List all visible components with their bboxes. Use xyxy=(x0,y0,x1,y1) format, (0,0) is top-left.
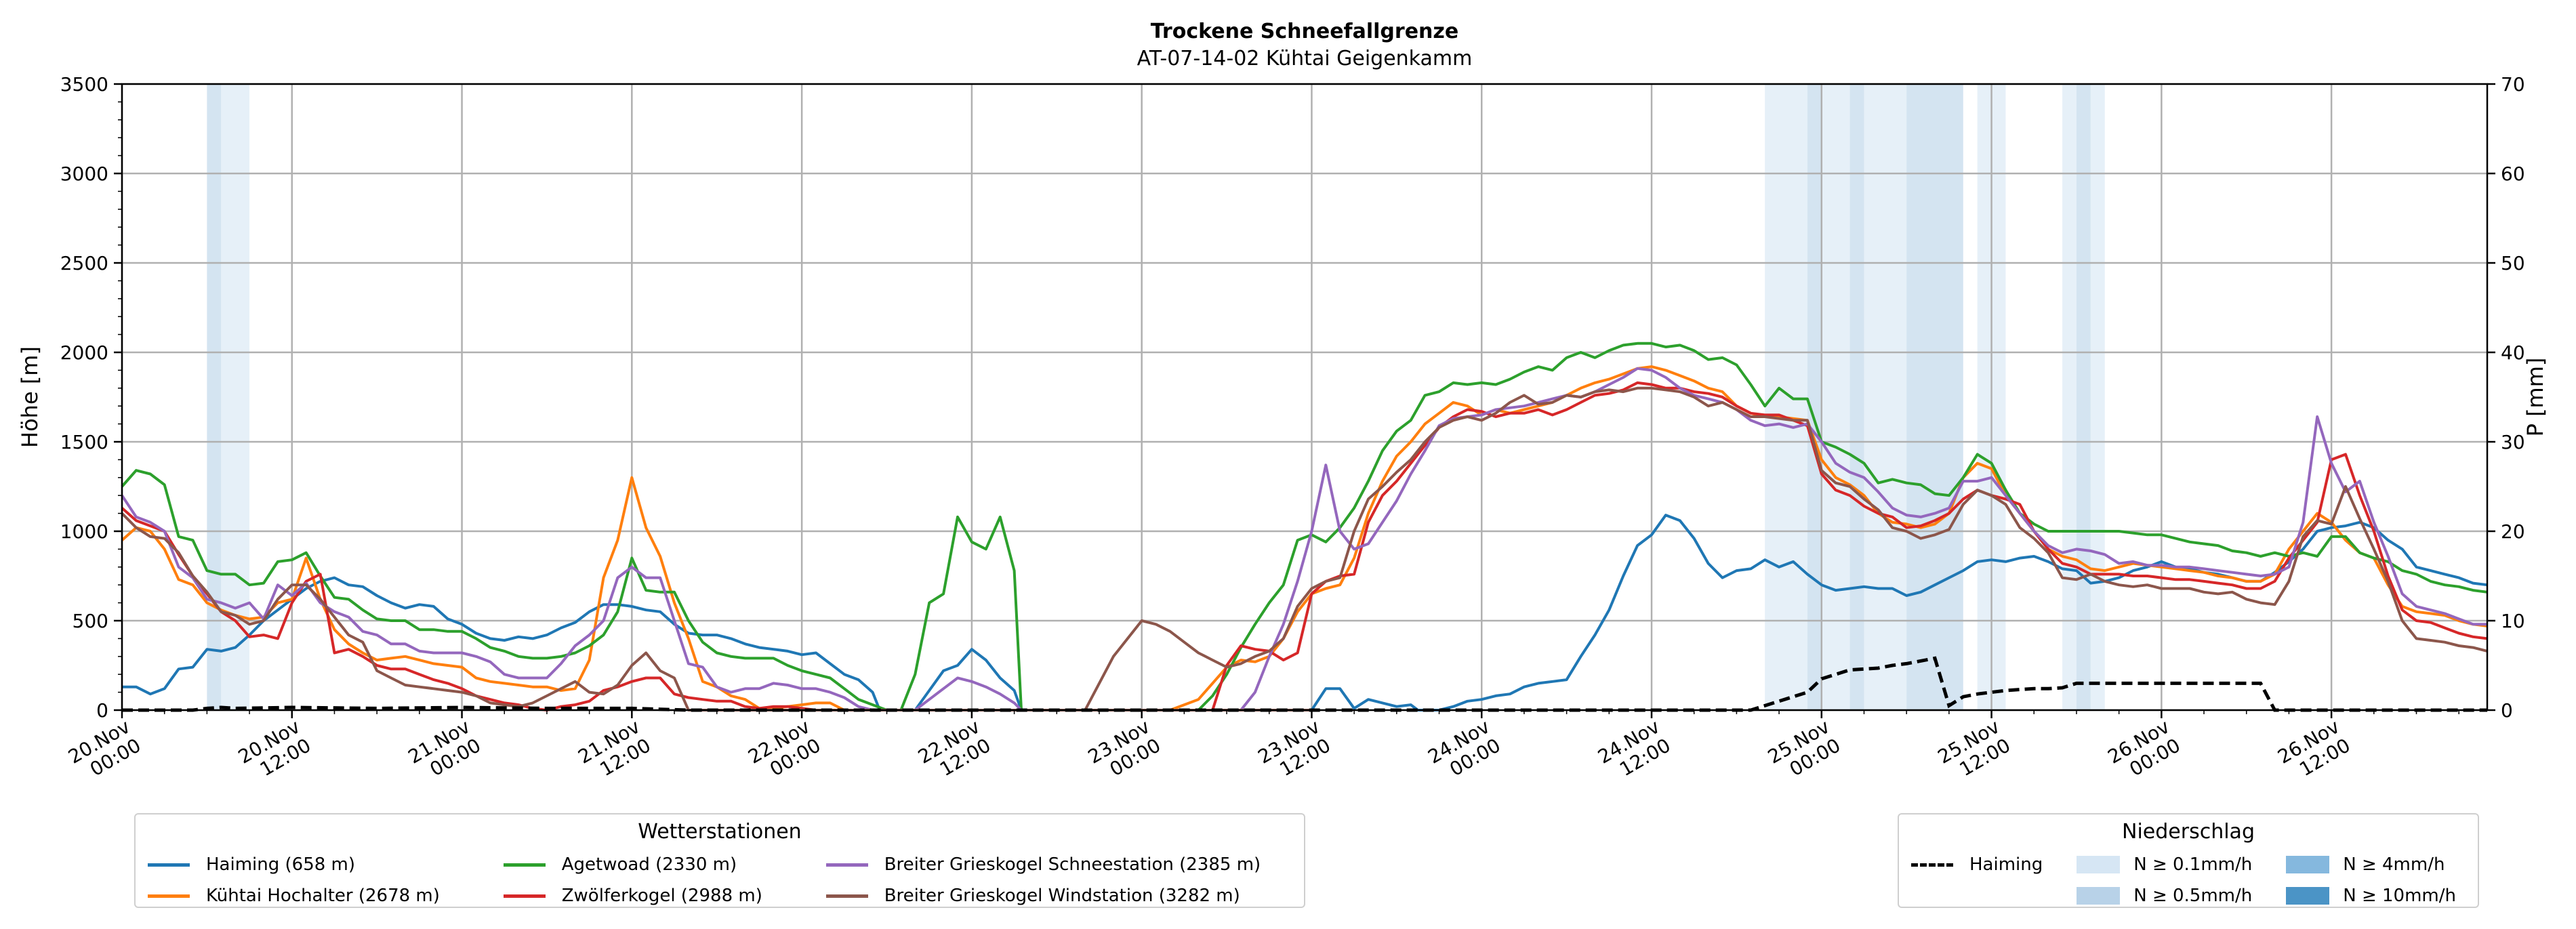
precip-band xyxy=(1906,84,1963,710)
legend-label: Haiming xyxy=(1969,854,2043,875)
y2-tick-label: 0 xyxy=(2501,699,2513,722)
precip-band xyxy=(1821,84,1850,710)
series-line xyxy=(121,512,1312,711)
y-tick-label: 2500 xyxy=(60,252,108,274)
series-line xyxy=(121,381,2488,711)
y-tick-label: 500 xyxy=(73,610,108,632)
legend-line-kuehtai xyxy=(148,894,190,898)
legend-item-windstation: Breiter Grieskogel Windstation (3282 m) xyxy=(825,882,1292,910)
legend-line-windstation xyxy=(825,894,868,898)
legend-item-n4: N ≥ 4mm/h xyxy=(2286,850,2466,879)
legend-patch-n01 xyxy=(2077,856,2121,873)
legend-line-zwoelferkogel xyxy=(503,894,546,898)
series-line xyxy=(121,342,2488,711)
legend-dashed-line xyxy=(1911,863,1953,867)
plot-frame xyxy=(121,83,2489,711)
precip-band xyxy=(1864,84,1907,710)
precipitation-line xyxy=(122,656,2487,712)
legend-item-empty xyxy=(1911,882,2052,910)
legend-label: Breiter Grieskogel Windstation (3282 m) xyxy=(884,886,1240,906)
series-line xyxy=(122,514,2488,711)
legend-label: Breiter Grieskogel Schneestation (2385 m… xyxy=(884,854,1261,875)
y2-tick-label: 60 xyxy=(2501,163,2525,185)
legend-patch-n4 xyxy=(2286,856,2330,873)
y-tick-label: 1500 xyxy=(60,431,108,453)
axes: 0 500 1000 1500 2000 2500 3000 3500 0 10 20 30 40 50 6… xyxy=(60,73,2525,781)
legend-label: Agetwoad (2330 m) xyxy=(561,854,737,875)
legend-item-haiming-precip: Haiming xyxy=(1911,850,2052,879)
legend-item-haiming: Haiming (658 m) xyxy=(148,850,471,879)
chart-subtitle: AT-07-14-02 Kühtai Geigenkamm xyxy=(1137,47,1473,70)
legend-label: N ≥ 4mm/h xyxy=(2343,854,2445,875)
y2-tick-label: 50 xyxy=(2501,252,2525,274)
series-line xyxy=(121,367,2487,711)
precip-band xyxy=(2062,84,2077,710)
legend-patch-n10 xyxy=(2286,887,2330,905)
legend-line-agetwoad xyxy=(503,863,546,867)
legend-label: N ≥ 10mm/h xyxy=(2343,886,2456,906)
legend-line-schneestation xyxy=(825,863,868,867)
legend-label: Zwölferkogel (2988 m) xyxy=(561,886,762,906)
series-lines xyxy=(121,342,2488,711)
legend-precip-title: Niederschlag xyxy=(2122,820,2255,844)
legend-label: Kühtai Hochalter (2678 m) xyxy=(206,886,440,906)
series-line xyxy=(1084,386,2488,711)
legend-item-n10: N ≥ 10mm/h xyxy=(2286,882,2466,910)
legend-label: N ≥ 0.5mm/h xyxy=(2133,886,2253,906)
y-tick-label: 3500 xyxy=(60,73,108,96)
legend-item-n01: N ≥ 0.1mm/h xyxy=(2077,850,2262,879)
precipitation-bands xyxy=(207,84,2105,710)
legend-stations: Wetterstationen Haiming (658 m) Kühtai H… xyxy=(134,813,1305,908)
chart-title: Trockene Schneefallgrenze xyxy=(1151,20,1458,43)
y-tick-label: 2000 xyxy=(60,342,108,364)
precip-band xyxy=(207,84,222,710)
y2-tick-label: 10 xyxy=(2501,610,2525,632)
legend-patch-n05 xyxy=(2077,887,2121,905)
legend-item-agetwoad: Agetwoad (2330 m) xyxy=(503,850,794,879)
legend-line-haiming xyxy=(148,863,190,867)
y2-tick-label: 40 xyxy=(2501,342,2525,364)
precip-line xyxy=(122,656,2487,712)
grid-lines xyxy=(121,83,2487,711)
precip-band xyxy=(1849,84,1864,710)
y2-tick-label: 70 xyxy=(2501,73,2525,96)
legend-item-n05: N ≥ 0.5mm/h xyxy=(2077,882,2262,910)
precip-band xyxy=(2090,84,2105,710)
legend-precip: Niederschlag Haiming N ≥ 0.1mm/h N ≥ 0.5… xyxy=(1898,813,2479,908)
y-tick-label: 0 xyxy=(96,699,108,722)
precip-band xyxy=(2076,84,2091,710)
legend-label: N ≥ 0.1mm/h xyxy=(2133,854,2253,875)
legend-item-zwoelferkogel: Zwölferkogel (2988 m) xyxy=(503,882,794,910)
y-tick-label: 3000 xyxy=(60,163,108,185)
legend-item-kuehtai: Kühtai Hochalter (2678 m) xyxy=(148,882,471,910)
y-tick-label: 1000 xyxy=(60,520,108,543)
y2-tick-label: 30 xyxy=(2501,431,2525,453)
legend-label: Haiming (658 m) xyxy=(206,854,356,875)
y2-tick-label: 20 xyxy=(2501,520,2525,543)
legend-item-schneestation: Breiter Grieskogel Schneestation (2385 m… xyxy=(825,850,1292,879)
legend-stations-title: Wetterstationen xyxy=(638,820,802,844)
y2-axis-label: P [mm] xyxy=(2522,358,2548,437)
precip-band xyxy=(1807,84,1822,710)
y-axis-label: Höhe [m] xyxy=(17,346,43,448)
